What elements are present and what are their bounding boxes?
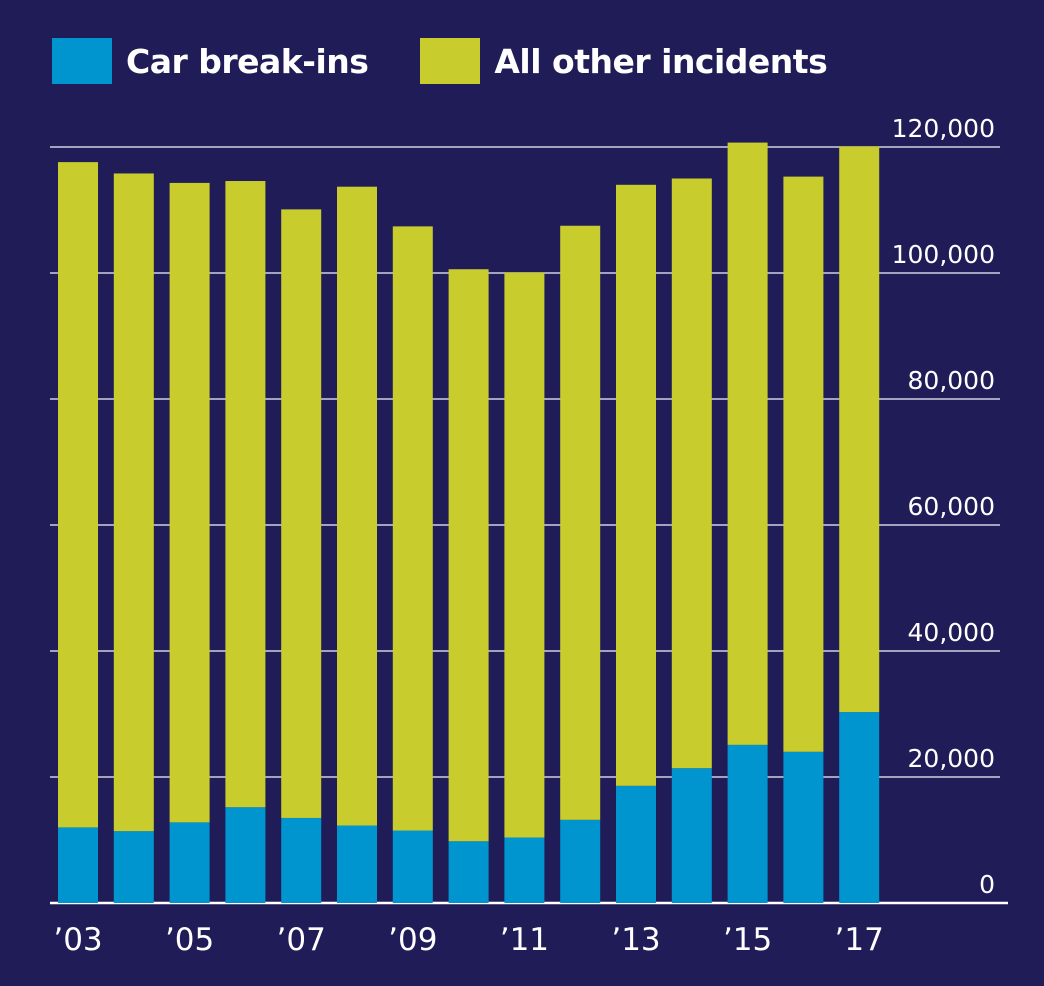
bar-car-break-ins [783, 751, 824, 903]
y-tick-label: 80,000 [908, 366, 995, 395]
bar-all-other-incidents [225, 181, 266, 808]
bar-car-break-ins [392, 830, 433, 903]
legend-item-car-break-ins: Car break-ins [52, 38, 369, 84]
legend-label-car-break-ins: Car break-ins [126, 41, 369, 81]
x-tick-label: ’09 [388, 922, 437, 958]
bar-all-other-incidents [671, 178, 712, 769]
x-tick-label: ’15 [723, 922, 772, 958]
bar-car-break-ins [560, 819, 601, 903]
bar-all-other-incidents [58, 162, 98, 828]
bar-car-break-ins [337, 825, 377, 903]
bar-all-other-incidents [783, 176, 824, 752]
bar-all-other-incidents [560, 225, 601, 820]
bar-all-other-incidents [616, 184, 656, 786]
bar-all-other-incidents [727, 142, 768, 745]
x-tick-label: ’03 [53, 922, 102, 958]
legend-item-all-other-incidents: All other incidents [420, 38, 828, 84]
bar-car-break-ins [58, 827, 98, 903]
x-tick-label: ’17 [835, 922, 884, 958]
bar-car-break-ins [727, 744, 768, 903]
y-tick-label: 60,000 [908, 492, 995, 521]
bar-all-other-incidents [169, 182, 210, 823]
x-tick-label: ’13 [611, 922, 660, 958]
bar-car-break-ins [281, 817, 322, 903]
bar-all-other-incidents [281, 209, 322, 818]
bar-all-other-incidents [113, 173, 154, 832]
bar-car-break-ins [448, 841, 489, 903]
bar-car-break-ins [616, 785, 656, 903]
x-tick-label: ’05 [165, 922, 214, 958]
legend-swatch-all-other-incidents [420, 38, 481, 84]
bar-car-break-ins [113, 831, 154, 903]
legend-swatch-car-break-ins [52, 38, 112, 84]
bar-car-break-ins [225, 807, 266, 903]
x-tick-label: ’11 [500, 922, 549, 958]
legend-label-all-other-incidents: All other incidents [494, 41, 828, 81]
bar-car-break-ins [671, 768, 712, 903]
bar-all-other-incidents [448, 269, 489, 842]
bar-all-other-incidents [839, 146, 880, 713]
y-tick-label: 40,000 [908, 618, 995, 647]
legend: Car break-ins All other incidents [52, 38, 879, 84]
y-tick-label: 20,000 [908, 744, 995, 773]
bar-car-break-ins [504, 837, 545, 903]
x-tick-label: ’07 [277, 922, 326, 958]
bar-car-break-ins [169, 822, 210, 903]
bar-all-other-incidents [504, 272, 545, 838]
bar-all-other-incidents [337, 186, 377, 826]
bar-all-other-incidents [392, 226, 433, 831]
y-tick-label: 120,000 [892, 114, 995, 143]
bar-car-break-ins [839, 712, 880, 903]
y-tick-label: 0 [979, 870, 995, 899]
y-tick-label: 100,000 [892, 240, 995, 269]
